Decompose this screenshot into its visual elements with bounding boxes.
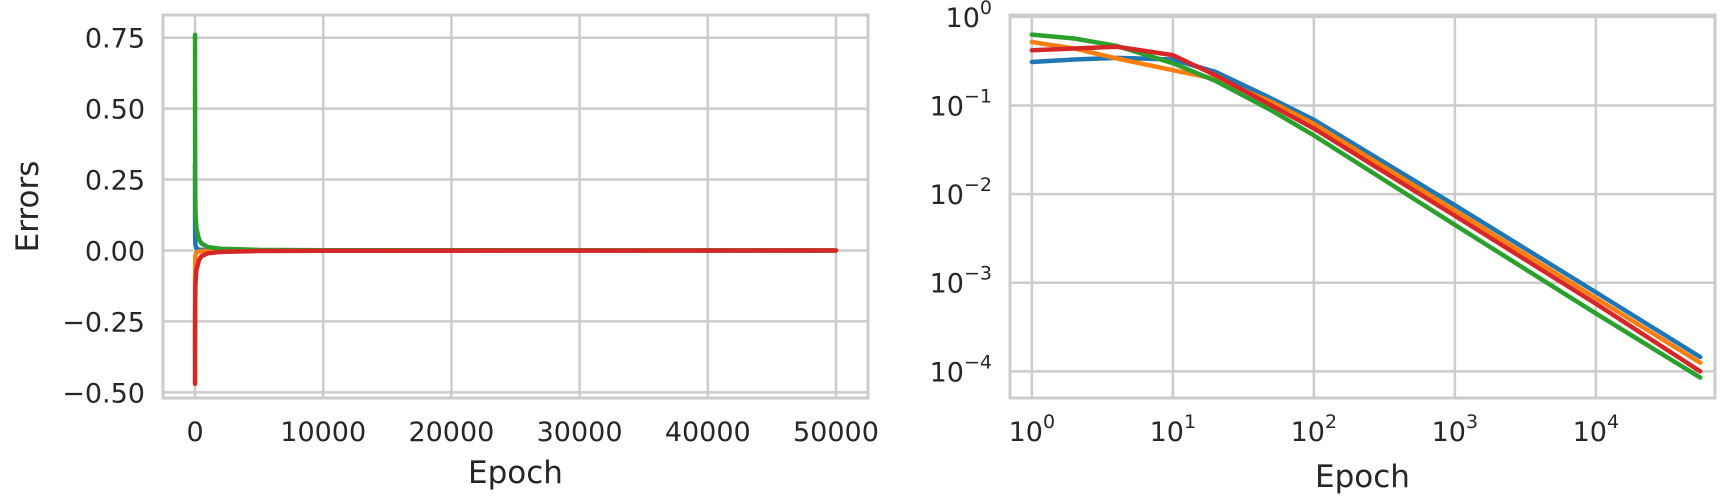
right-plot-frame — [1008, 13, 1717, 400]
right-series-line-1 — [1029, 55, 1703, 360]
left-ytick-label: −0.25 — [62, 307, 145, 338]
right-xtick-label: 103 — [1432, 411, 1478, 448]
left-series-line-4 — [192, 248, 839, 387]
left-ytick-label: 0.25 — [85, 166, 145, 197]
right-series-line-3 — [1029, 32, 1703, 380]
right-xlabel: Epoch — [1315, 459, 1410, 495]
left-plot-frame — [161, 13, 870, 400]
left-ylabel: Errors — [10, 161, 46, 253]
left-xtick-label: 0 — [186, 417, 203, 448]
left-series-line-2 — [192, 248, 839, 353]
right-plot-loglog: 100 101 102 103 104 100 10−1 10−2 10−3 10−4 Epoc… — [930, 0, 1717, 495]
left-xtick-label: 20000 — [408, 417, 494, 448]
left-xtick-label: 40000 — [665, 417, 751, 448]
left-xtick-label: 50000 — [793, 417, 879, 448]
left-plot-linear: 0 10000 20000 30000 40000 50000 −0.50 −0.25 0.0… — [10, 13, 879, 491]
right-ytick-label: 10−2 — [930, 174, 992, 211]
left-xtick-label: 30000 — [537, 417, 623, 448]
left-series-line-1 — [192, 163, 839, 253]
right-series-line-4 — [1029, 44, 1703, 374]
right-ytick-label: 10−4 — [930, 351, 992, 388]
left-ytick-label: 0.00 — [85, 236, 145, 267]
left-ytick-label: 0.75 — [85, 24, 145, 55]
right-ytick-label: 10−3 — [930, 263, 992, 300]
right-xtick-label: 104 — [1573, 411, 1619, 448]
left-series-line-3 — [192, 32, 839, 253]
left-ytick-label: −0.50 — [62, 378, 145, 409]
right-ytick-label: 100 — [946, 0, 992, 34]
right-xtick-label: 100 — [1009, 411, 1055, 448]
right-ytick-label: 10−1 — [930, 85, 992, 122]
left-xtick-label: 10000 — [280, 417, 366, 448]
right-xtick-label: 102 — [1291, 411, 1337, 448]
right-xtick-label: 101 — [1150, 411, 1196, 448]
left-ytick-label: 0.50 — [85, 95, 145, 126]
left-xlabel: Epoch — [468, 455, 563, 491]
